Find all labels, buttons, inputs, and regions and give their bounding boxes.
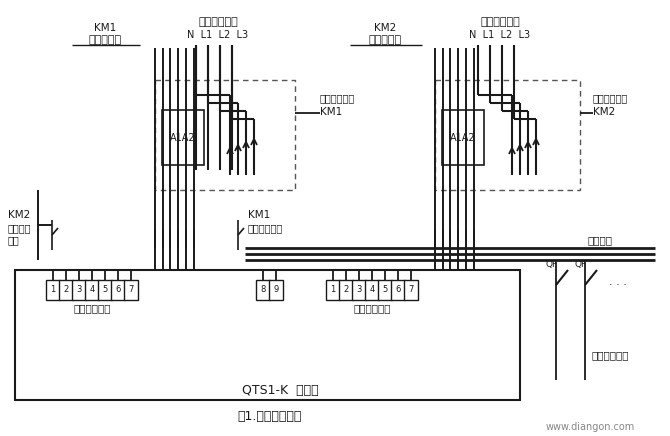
Text: · · ·: · · · bbox=[609, 280, 627, 290]
Bar bbox=[378, 280, 392, 300]
Bar bbox=[124, 280, 138, 300]
Bar bbox=[98, 280, 112, 300]
Text: 接触器线圈: 接触器线圈 bbox=[369, 35, 401, 45]
Text: 配电母线: 配电母线 bbox=[587, 235, 612, 245]
Text: www.diangon.com: www.diangon.com bbox=[545, 422, 634, 432]
Text: 触点: 触点 bbox=[8, 235, 19, 245]
Bar bbox=[435, 80, 580, 190]
Bar bbox=[46, 280, 60, 300]
Bar bbox=[404, 280, 418, 300]
Text: 4: 4 bbox=[89, 286, 94, 294]
Text: 备用电源插口: 备用电源插口 bbox=[73, 303, 111, 313]
Bar bbox=[15, 270, 520, 400]
Text: KM1: KM1 bbox=[320, 107, 342, 117]
Text: 3: 3 bbox=[356, 286, 362, 294]
Text: KM2: KM2 bbox=[374, 23, 396, 33]
Text: KM2: KM2 bbox=[593, 107, 615, 117]
Text: 常用电源输入: 常用电源输入 bbox=[480, 17, 520, 27]
Text: 6: 6 bbox=[395, 286, 401, 294]
Text: 1: 1 bbox=[50, 286, 56, 294]
Bar bbox=[59, 280, 73, 300]
Bar bbox=[111, 280, 125, 300]
Bar bbox=[391, 280, 405, 300]
Text: N  L1  L2  L3: N L1 L2 L3 bbox=[188, 30, 249, 40]
Text: 6: 6 bbox=[115, 286, 121, 294]
Bar bbox=[85, 280, 99, 300]
Bar bbox=[72, 280, 86, 300]
Text: 5: 5 bbox=[383, 286, 388, 294]
Bar bbox=[256, 280, 270, 300]
Bar bbox=[352, 280, 366, 300]
Text: 消防用电负荷: 消防用电负荷 bbox=[591, 350, 628, 360]
Text: 7: 7 bbox=[408, 286, 413, 294]
Text: KM1: KM1 bbox=[94, 23, 116, 33]
Text: 备用电源输入: 备用电源输入 bbox=[198, 17, 238, 27]
Text: 常开辅助触点: 常开辅助触点 bbox=[593, 93, 628, 103]
Text: QTS1-K  控制器: QTS1-K 控制器 bbox=[242, 384, 318, 396]
Text: 2: 2 bbox=[64, 286, 68, 294]
Text: 8: 8 bbox=[261, 286, 266, 294]
Text: 图1.控制器接线图: 图1.控制器接线图 bbox=[238, 411, 302, 423]
Text: 4: 4 bbox=[369, 286, 375, 294]
Text: 接触器线圈: 接触器线圈 bbox=[88, 35, 121, 45]
Text: 1: 1 bbox=[330, 286, 336, 294]
Text: 5: 5 bbox=[103, 286, 108, 294]
Text: 常用电源插口: 常用电源插口 bbox=[353, 303, 391, 313]
Text: 2: 2 bbox=[343, 286, 348, 294]
Bar bbox=[442, 110, 484, 165]
Text: 常闭辅助触点: 常闭辅助触点 bbox=[248, 223, 283, 233]
Text: KM1: KM1 bbox=[248, 210, 270, 220]
Text: A1A2: A1A2 bbox=[450, 133, 476, 143]
Bar bbox=[155, 80, 295, 190]
Text: 9: 9 bbox=[273, 286, 279, 294]
Text: N  L1  L2  L3: N L1 L2 L3 bbox=[470, 30, 531, 40]
Text: 常闭辅助: 常闭辅助 bbox=[8, 223, 31, 233]
Text: KM2: KM2 bbox=[8, 210, 30, 220]
Text: A1A2: A1A2 bbox=[170, 133, 196, 143]
Text: 7: 7 bbox=[129, 286, 134, 294]
Text: 3: 3 bbox=[76, 286, 82, 294]
Text: 常开辅助触点: 常开辅助触点 bbox=[320, 93, 355, 103]
Bar bbox=[339, 280, 353, 300]
Text: QF: QF bbox=[546, 260, 558, 269]
Bar bbox=[162, 110, 204, 165]
Bar bbox=[326, 280, 340, 300]
Bar bbox=[365, 280, 379, 300]
Bar bbox=[269, 280, 283, 300]
Text: QF: QF bbox=[575, 260, 587, 269]
